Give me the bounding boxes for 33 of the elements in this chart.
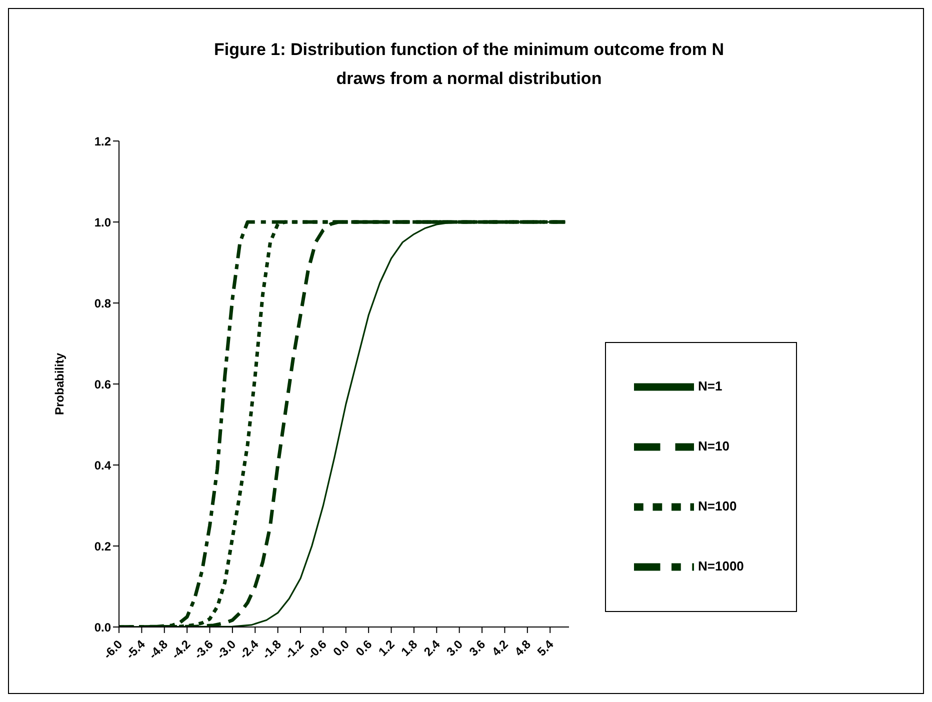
y-tick-label: 1.0 bbox=[94, 215, 112, 230]
legend-label: N=1000 bbox=[698, 558, 744, 574]
x-tick-label: 4.8 bbox=[512, 636, 534, 659]
x-tick-label: 3.0 bbox=[444, 636, 466, 659]
x-tick-label: -1.2 bbox=[282, 637, 307, 662]
x-tick-label: -1.8 bbox=[259, 637, 284, 662]
x-tick-label: 1.8 bbox=[398, 636, 420, 659]
x-tick-label: -0.6 bbox=[304, 637, 330, 662]
y-tick-label: 0.0 bbox=[94, 620, 112, 634]
x-tick-label: -4.8 bbox=[146, 637, 171, 662]
x-tick-label: -5.4 bbox=[123, 637, 148, 662]
x-tick-label: 3.6 bbox=[466, 636, 488, 659]
legend-label: N=10 bbox=[698, 438, 730, 454]
y-tick-label: 0.4 bbox=[94, 458, 112, 472]
x-tick-label: 0.6 bbox=[353, 636, 375, 659]
x-tick-label: -3.0 bbox=[214, 637, 239, 662]
x-tick-label: 0.0 bbox=[330, 636, 352, 659]
y-tick-label: 1.2 bbox=[94, 134, 112, 148]
x-tick-label: -6.0 bbox=[100, 637, 126, 662]
y-tick-label: 0.8 bbox=[94, 296, 112, 310]
legend-label: N=1 bbox=[698, 378, 722, 394]
x-tick-label: -2.4 bbox=[236, 637, 262, 662]
x-tick-label: 4.2 bbox=[489, 636, 512, 659]
y-tick-label: 0.6 bbox=[94, 377, 112, 392]
x-tick-label: -4.2 bbox=[168, 637, 194, 662]
chart-title: Figure 1: Distribution function of the minimum outcome from N draws from a normal distribution bbox=[213, 39, 725, 90]
y-axis-title: Probability bbox=[52, 352, 66, 416]
x-tick-label: -3.6 bbox=[191, 637, 216, 662]
x-tick-label: 2.4 bbox=[421, 636, 443, 659]
y-tick-label: 0.2 bbox=[94, 539, 112, 554]
x-tick-label: 5.4 bbox=[534, 636, 556, 659]
x-tick-label: 1.2 bbox=[376, 636, 398, 659]
legend-label: N=100 bbox=[698, 498, 737, 514]
